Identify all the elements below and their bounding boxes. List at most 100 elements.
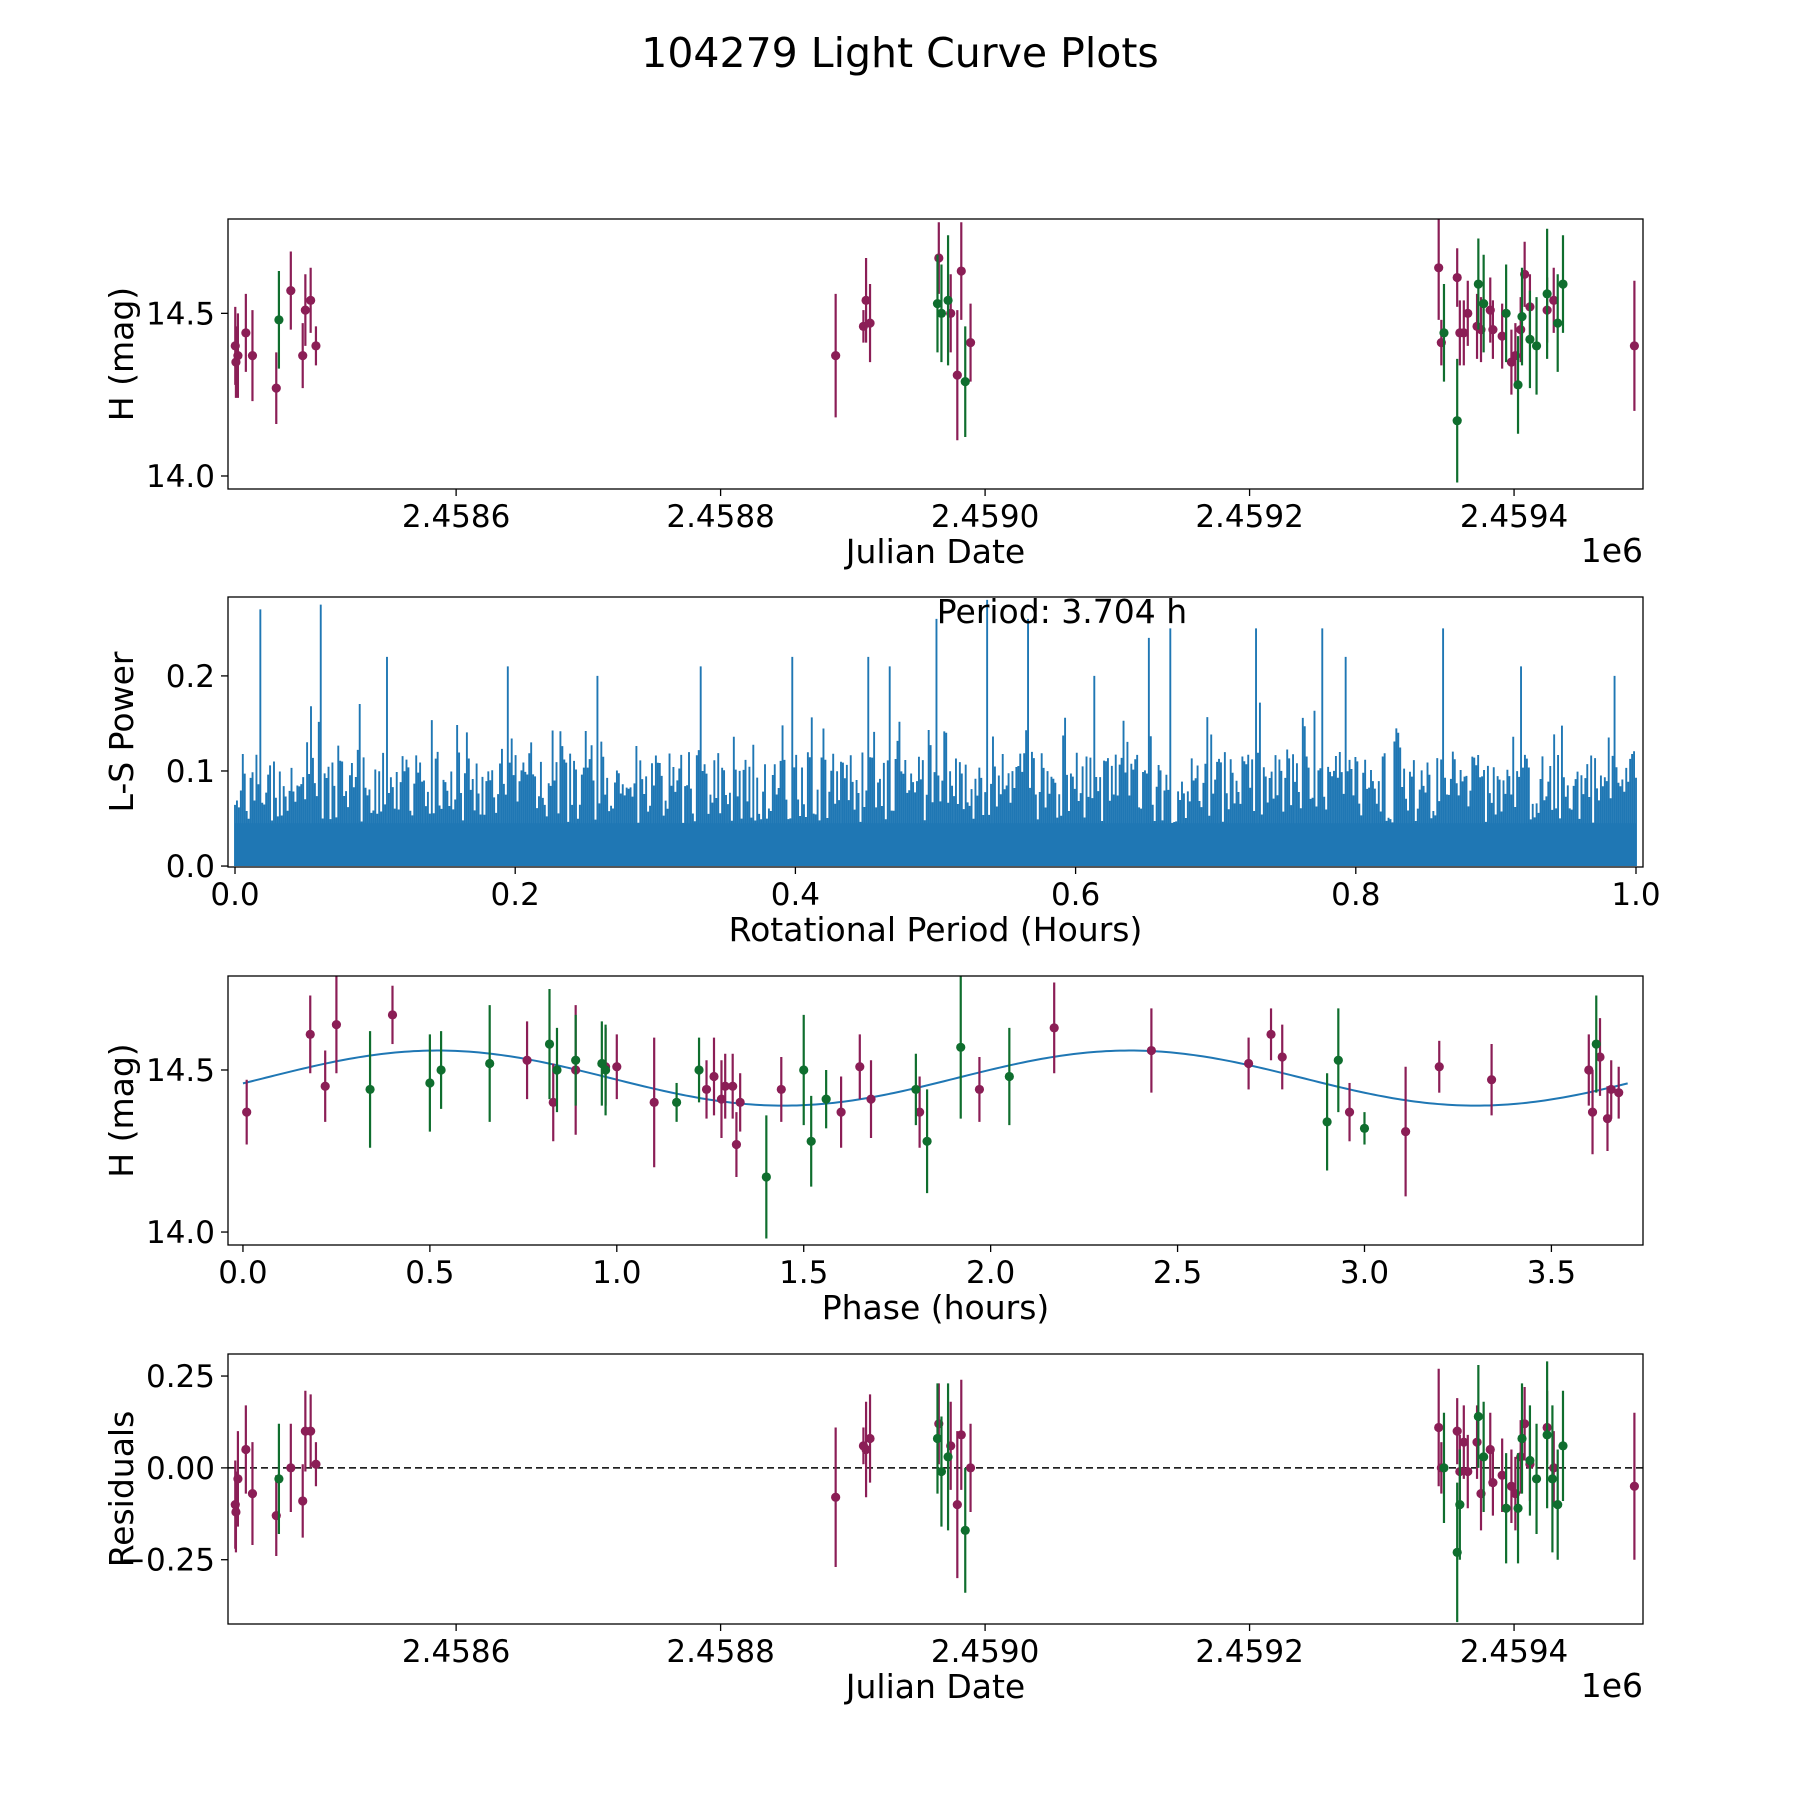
lightcurve-point-band_o — [1488, 325, 1498, 335]
residuals-point-band_c — [932, 1433, 943, 1444]
residuals-ytick-label: −0.25 — [120, 1543, 215, 1579]
lightcurve-point-band_o — [233, 351, 243, 361]
residuals-xtick-label: 2.4588 — [666, 1634, 774, 1670]
phased-point-band_o — [974, 1084, 985, 1095]
phased-point-band_o — [915, 1107, 925, 1117]
phased-point-band_c — [806, 1136, 816, 1146]
periodogram-ytick-label: 0.2 — [166, 659, 215, 695]
residuals-point-band_o — [1459, 1437, 1469, 1447]
lightcurve-point-band_o — [956, 266, 966, 276]
phased-point-band_o — [1344, 1107, 1355, 1117]
periodogram-ytick-label: 0.0 — [166, 849, 215, 885]
period-annotation: Period: 3.704 h — [937, 592, 1187, 631]
phased-point-band_o — [720, 1081, 730, 1091]
periodogram-ytick-label: 0.1 — [166, 754, 215, 790]
phased-point-band_c — [1004, 1071, 1014, 1082]
phased-fit-curve — [242, 1049, 1628, 1107]
phased-point-band_c — [911, 1084, 921, 1095]
residuals-point-band_c — [943, 1452, 953, 1462]
phased-point-band_c — [485, 1058, 495, 1069]
phased-point-band_o — [548, 1097, 558, 1107]
lightcurve-point-band_o — [300, 305, 310, 315]
lightcurve-point-band_c — [1513, 380, 1523, 390]
phased-point-band_c — [922, 1136, 932, 1146]
phased-point-band_o — [728, 1081, 738, 1091]
lightcurve-point-band_o — [1434, 263, 1444, 273]
residuals-ytick-label: 0.25 — [146, 1359, 215, 1395]
residuals-point-band_o — [247, 1488, 258, 1499]
phased-point-band_c — [761, 1172, 771, 1182]
residuals-xtick-label: 2.4590 — [931, 1634, 1039, 1670]
lightcurve-point-band_c — [1553, 318, 1563, 328]
lightcurve-point-band_c — [943, 295, 953, 305]
lightcurve-point-band_o — [1463, 308, 1473, 318]
periodogram-power-core — [235, 823, 1636, 867]
lightcurve-point-band_o — [952, 370, 962, 380]
phased-point-band_c — [600, 1065, 611, 1075]
residuals-point-band_o — [831, 1492, 841, 1502]
phased-point-band_c — [694, 1065, 704, 1075]
phased-frame — [227, 975, 1644, 1246]
residuals-point-band_c — [1455, 1500, 1465, 1510]
phased-point-band_o — [305, 1029, 315, 1039]
phased-point-band_o — [716, 1094, 727, 1104]
lightcurve-point-band_o — [1452, 272, 1462, 283]
phased-ytick-label: 14.5 — [146, 1053, 215, 1089]
phased-axes: 0.0 0.5 1.0 1.5 2.0 2.5 3.0 3.5 14.0 14.5 Phase (h… — [102, 975, 1644, 1327]
lightcurve-point-band_c — [936, 308, 947, 318]
residuals-point-band_o — [286, 1463, 296, 1473]
residuals-point-band_c — [274, 1474, 284, 1484]
phased-point-band_o — [866, 1094, 876, 1104]
lightcurve-point-band_c — [1439, 328, 1449, 338]
phased-point-band_o — [242, 1107, 252, 1117]
phased-point-band_c — [544, 1039, 555, 1049]
residuals-point-band_o — [1506, 1481, 1517, 1491]
periodogram-axes: 0.0 0.2 0.4 0.6 0.8 1.0 0.0 0.1 0.2 Rotational Pe… — [102, 596, 1661, 949]
phased-xlabel: Phase (hours) — [822, 1288, 1050, 1327]
phased-point-band_o — [1486, 1075, 1497, 1085]
periodogram-xtick-label: 0.6 — [1051, 877, 1100, 913]
phased-point-band_o — [1277, 1052, 1287, 1062]
residuals-point-band_o — [298, 1496, 308, 1506]
phased-point-band_o — [1401, 1126, 1411, 1137]
phased-point-band_c — [1591, 1039, 1601, 1049]
lightcurve-xtick-label: 2.4592 — [1195, 499, 1303, 535]
lightcurve-ylabel: H (mag) — [102, 287, 141, 421]
residuals-point-band_o — [231, 1507, 241, 1517]
phased-point-band_c — [672, 1097, 682, 1107]
lightcurve-points — [230, 219, 1640, 483]
periodogram-xlabel: Rotational Period (Hours) — [729, 910, 1143, 949]
lightcurve-point-band_o — [286, 285, 296, 296]
lightcurve-ytick-label: 14.5 — [146, 296, 215, 332]
residuals-xlabel: Julian Date — [844, 1667, 1026, 1706]
lightcurve-point-band_o — [306, 295, 316, 305]
lightcurve-point-band_c — [960, 377, 970, 387]
lightcurve-xtick-label: 2.4588 — [666, 499, 774, 535]
residuals-point-band_o — [865, 1433, 875, 1444]
phased-point-band_o — [612, 1062, 622, 1072]
residuals-point-band_c — [1473, 1411, 1483, 1422]
phased-point-band_o — [1584, 1065, 1594, 1075]
periodogram-series — [234, 599, 1637, 867]
phased-xtick-label: 1.0 — [592, 1255, 641, 1291]
residuals-xtick-label: 2.4594 — [1460, 1634, 1568, 1670]
phased-point-band_o — [1049, 1023, 1059, 1033]
residuals-point-band_o — [861, 1444, 871, 1455]
lightcurve-ytick-label: 14.0 — [146, 459, 215, 495]
phased-point-band_c — [821, 1094, 831, 1104]
phased-point-band_o — [731, 1139, 742, 1150]
phased-xtick-label: 3.0 — [1340, 1255, 1389, 1291]
lightcurve-point-band_c — [1473, 279, 1483, 289]
residuals-point-band_o — [952, 1500, 962, 1510]
lightcurve-point-band_c — [1525, 334, 1535, 344]
phased-point-band_o — [1614, 1088, 1624, 1098]
phased-point-band_c — [956, 1042, 966, 1052]
lightcurve-point-band_c — [1501, 308, 1511, 318]
phased-point-band_o — [1243, 1058, 1254, 1069]
residuals-point-band_c — [936, 1466, 947, 1477]
lightcurve-xtick-label: 2.4590 — [931, 499, 1039, 535]
periodogram-frame — [227, 596, 1644, 868]
lightcurve-point-band_c — [1542, 289, 1552, 299]
phased-point-band_o — [1606, 1084, 1616, 1095]
phased-point-band_o — [1266, 1029, 1276, 1039]
